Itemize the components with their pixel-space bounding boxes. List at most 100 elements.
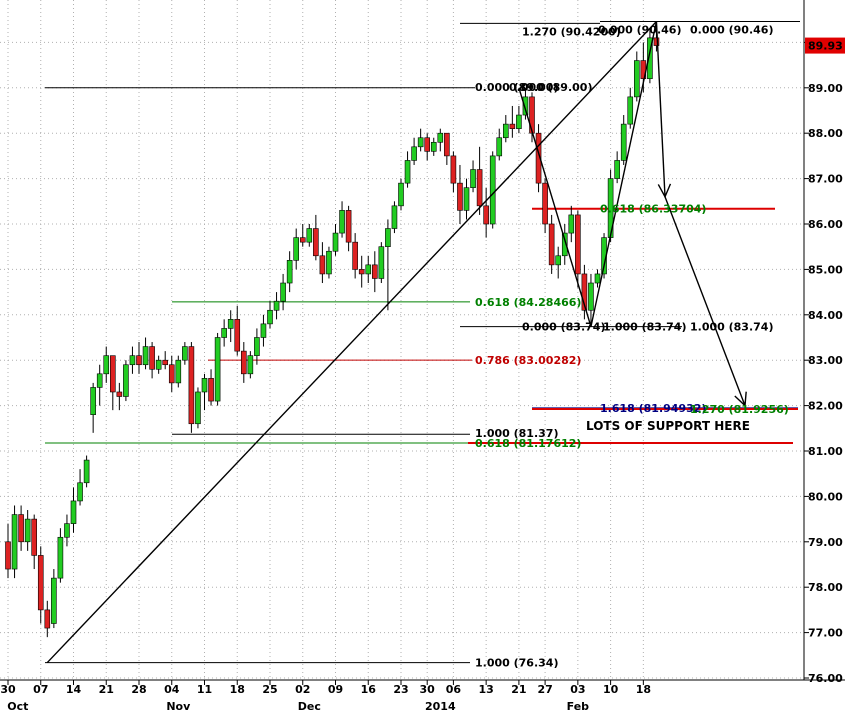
candle-up (620, 123, 627, 161)
projection-arrow (664, 196, 746, 406)
candle-up (502, 123, 509, 139)
x-tick-label: 21 (99, 683, 114, 696)
candle-up (588, 282, 594, 311)
x-tick-label: 11 (197, 683, 212, 696)
candle-up (378, 246, 385, 279)
candle-up (227, 319, 234, 329)
candle-up (24, 518, 31, 543)
candle-up (365, 264, 372, 275)
x-tick-label: 10 (603, 683, 619, 696)
x-tick-label: 18 (636, 683, 651, 696)
candle-up (247, 355, 254, 375)
candle-down (542, 182, 548, 225)
candle-up (280, 282, 286, 302)
candle-down (444, 132, 450, 157)
candle-up (522, 96, 529, 116)
x-tick-label: 30 (420, 683, 436, 696)
x-tick-label: 13 (478, 683, 493, 696)
time-axis: 30 07 14 21 28 04 11 18 25 02 09 16 23 30 06 13 21 27 03 10… (0, 680, 651, 713)
fib-level-label: 1.000 (76.34) (475, 657, 558, 670)
y-tick-label: 81.00 (808, 445, 843, 458)
candle-down (575, 214, 581, 275)
candle-up (221, 328, 227, 338)
candle-up (175, 359, 182, 384)
y-tick-label: 89.00 (808, 82, 843, 95)
fib-level-label: 0.000 (83.74) (522, 321, 605, 334)
candle-down (457, 182, 463, 211)
month-label: 2014 (425, 700, 456, 713)
pattern-line (590, 21, 658, 327)
candle-down (483, 205, 489, 225)
candle-up (64, 523, 70, 538)
x-tick-label: 04 (164, 683, 180, 696)
candle-down (162, 359, 168, 366)
projection-arrow-head (734, 391, 747, 408)
candle-down (319, 255, 326, 275)
y-tick-label: 86.00 (808, 218, 843, 231)
candle-up (195, 391, 201, 425)
y-tick-label: 83.00 (808, 354, 843, 367)
candle-up (391, 205, 398, 229)
fib-level-label: 1.618 (81.94932) (600, 402, 706, 415)
support-annotation: LOTS OF SUPPORT HERE (586, 419, 750, 433)
y-tick-label: 78.00 (808, 581, 843, 594)
month-label: Dec (298, 700, 321, 713)
candle-up (332, 232, 339, 252)
fib-level-label: 0.786 (83.00282) (475, 354, 581, 367)
y-tick-label: 82.00 (808, 400, 843, 413)
candle-down (299, 237, 306, 243)
candle-down (509, 123, 516, 129)
candle-down (116, 391, 123, 397)
last-price-tag (805, 37, 845, 54)
candle-down (234, 319, 241, 352)
candle-up (496, 137, 503, 157)
x-tick-label: 25 (262, 683, 277, 696)
candle-down (18, 514, 24, 543)
candle-up (489, 155, 496, 225)
candle-up (647, 37, 653, 80)
projection-arrow (655, 21, 666, 197)
x-tick-label: 16 (361, 683, 377, 696)
candle-up (385, 228, 391, 247)
x-tick-label: 21 (511, 683, 526, 696)
x-tick-label: 07 (33, 683, 48, 696)
fib-lines (45, 21, 800, 664)
x-tick-label: 30 (0, 683, 16, 696)
candle-up (77, 482, 83, 502)
x-tick-label: 28 (131, 683, 146, 696)
candle-down (110, 355, 116, 393)
candle-down (241, 350, 247, 375)
candle-down (371, 264, 378, 279)
candle-down (450, 155, 457, 184)
x-tick-label: 27 (537, 683, 552, 696)
y-tick-label: 79.00 (808, 536, 843, 549)
month-label: Feb (567, 700, 590, 713)
candle-up (339, 210, 345, 234)
candle-up (326, 250, 332, 275)
fib-level-label: 0.618 (84.28466) (475, 296, 581, 309)
candle-up (286, 260, 293, 284)
candle-down (208, 378, 214, 402)
candle-up (633, 60, 640, 98)
candle-down (535, 132, 542, 184)
candle-up (129, 355, 136, 366)
y-tick-label: 87.00 (808, 173, 843, 186)
candle-down (31, 518, 38, 556)
fib-level-label: 0.618 (81.17612) (475, 437, 581, 450)
candle-down (424, 137, 431, 152)
candle-down (476, 169, 483, 207)
x-tick-label: 02 (295, 683, 310, 696)
candle-down (581, 273, 588, 311)
fib-level-label: 0.000 (90.46) (598, 24, 681, 37)
fib-level-label: 1.270 (81.9256) (690, 403, 789, 416)
x-tick-label: 23 (393, 683, 408, 696)
x-tick-label: 14 (66, 683, 82, 696)
month-label: Oct (7, 700, 28, 713)
candle-up (398, 182, 404, 207)
candle-down (653, 37, 660, 46)
y-tick-label: 84.00 (808, 309, 843, 322)
month-label: Nov (166, 700, 191, 713)
fib-level-label: 0.618 (86.33704) (600, 203, 706, 216)
candle-up (614, 160, 620, 179)
candle-down (136, 355, 142, 366)
